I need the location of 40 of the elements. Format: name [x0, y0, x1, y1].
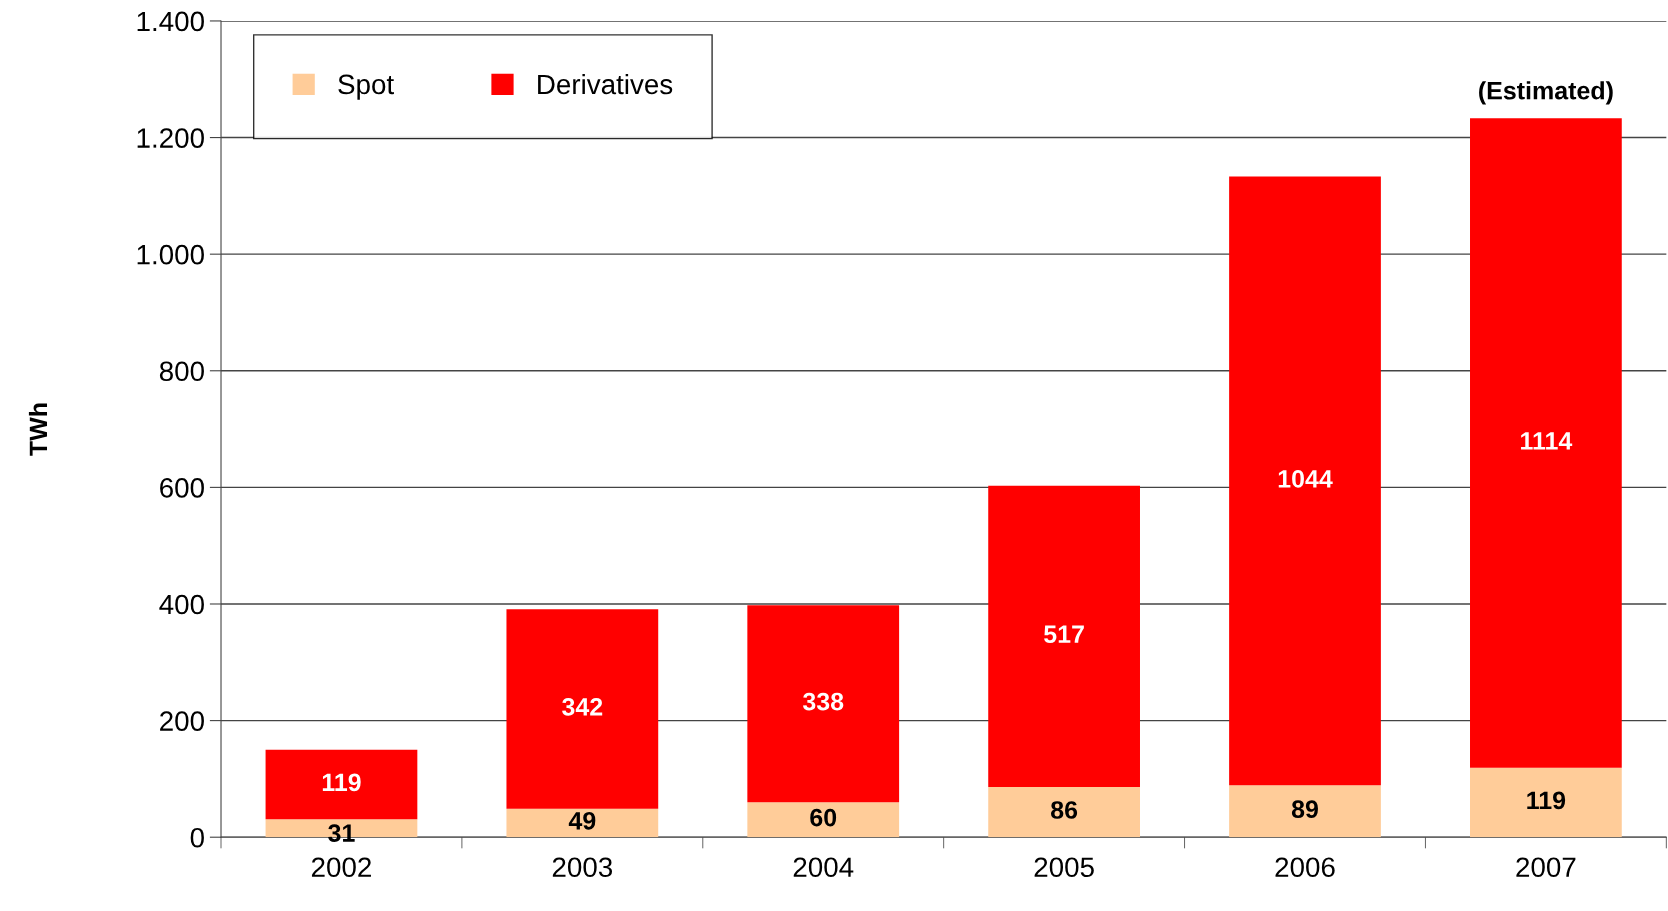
y-tick-label: 1.200	[137, 128, 204, 148]
data-label: 89	[1291, 800, 1318, 818]
bar	[988, 787, 1140, 838]
y-tick-label: 200	[160, 711, 204, 731]
data-label: 86	[1051, 801, 1078, 819]
y-tick-label: 1.400	[137, 11, 204, 32]
data-label: 119	[322, 773, 361, 792]
bar	[747, 802, 900, 838]
x-tick-label: 2005	[1034, 857, 1094, 878]
data-label: 119	[1527, 791, 1566, 810]
data-label: 1044	[1278, 469, 1333, 488]
y-tick-label: 1.000	[137, 244, 204, 265]
x-tick-label: 2002	[311, 857, 371, 878]
bar	[1470, 767, 1622, 838]
x-tick-label: 2003	[552, 857, 613, 878]
data-label: 60	[810, 808, 837, 827]
data-label: 1114	[1521, 432, 1573, 450]
annotation: (Estimated)	[1479, 81, 1613, 105]
bar	[265, 749, 418, 820]
bar	[988, 485, 1140, 788]
x-tick-label: 2007	[1516, 857, 1576, 878]
bar	[506, 609, 659, 809]
bar	[1470, 118, 1622, 768]
bar	[1229, 176, 1381, 786]
legend-label: Spot	[338, 74, 394, 100]
x-tick-label: 2004	[793, 857, 854, 878]
y-tick-label: 600	[160, 478, 204, 498]
y-tick-label: 800	[159, 361, 204, 382]
bar	[1229, 785, 1381, 838]
data-label: 517	[1044, 625, 1084, 644]
x-tick-label: 2006	[1275, 857, 1335, 878]
y-tick-label: 0	[190, 827, 204, 848]
data-label: 338	[802, 692, 844, 711]
bar	[506, 808, 659, 838]
legend-label: Derivatives	[538, 73, 673, 95]
y-tick-label: 400	[159, 594, 204, 615]
y-axis-title: TWh	[28, 403, 48, 456]
data-label: 342	[562, 697, 603, 716]
bar	[747, 605, 900, 803]
data-label: 49	[568, 811, 596, 830]
